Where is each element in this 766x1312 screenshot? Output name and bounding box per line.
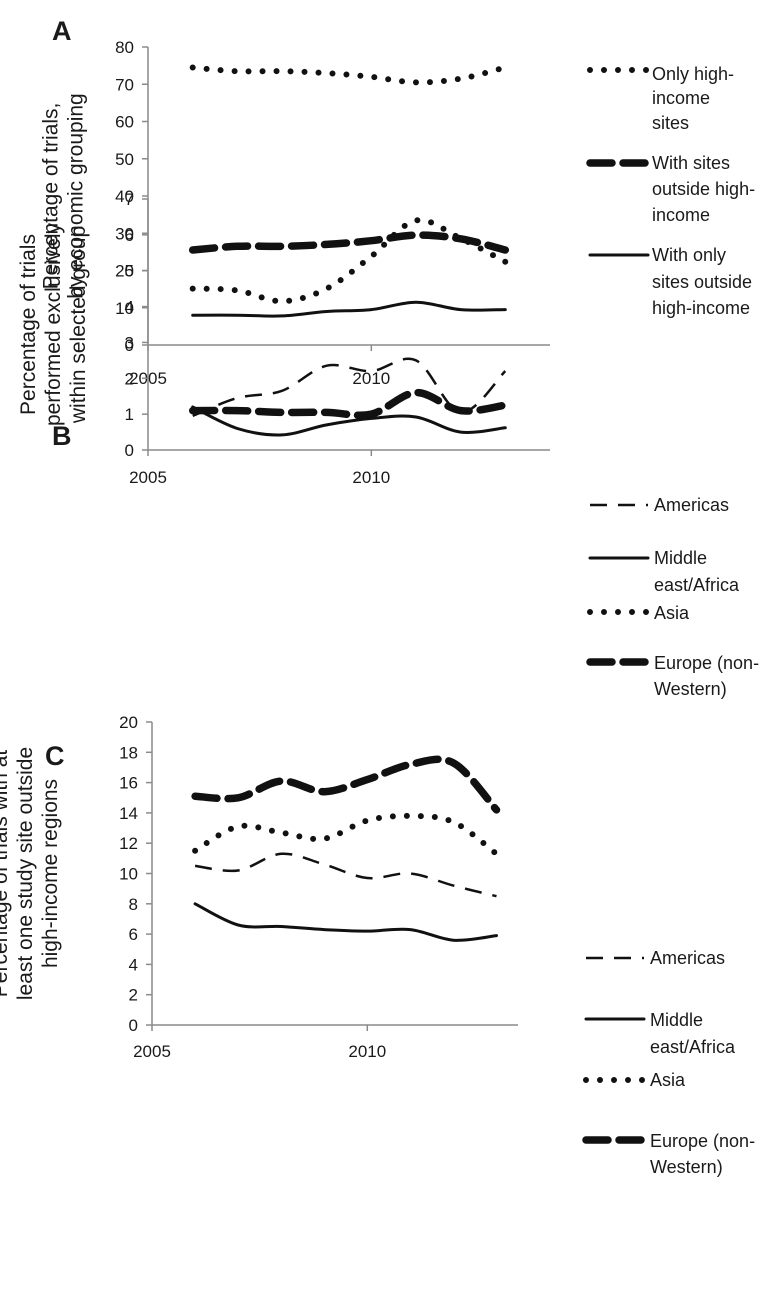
- y-tick-label: 0: [129, 1016, 138, 1035]
- y-tick-label: 16: [119, 774, 138, 793]
- x-tick-label: 2010: [348, 1042, 386, 1061]
- panel-letter: B: [52, 421, 72, 451]
- y-tick-label: 10: [119, 865, 138, 884]
- series-line-dashed-heavy: [188, 388, 510, 420]
- legend-label: income: [652, 88, 710, 108]
- y-tick-label: 6: [129, 925, 138, 944]
- legend-label: Only high-: [652, 64, 734, 84]
- panel-letter: A: [52, 16, 72, 46]
- legend-label: outside high-: [652, 179, 755, 199]
- panel-letter: C: [45, 741, 65, 771]
- y-tick-label: 70: [115, 75, 134, 94]
- x-tick-label: 2005: [129, 468, 167, 487]
- y-tick-label: 6: [125, 226, 134, 245]
- series-line-solid: [191, 300, 507, 318]
- legend-label: income: [652, 205, 710, 225]
- legend-label: Americas: [654, 495, 729, 515]
- series-line-solid: [191, 405, 507, 437]
- y-axis-label-line: least one study site outside: [14, 747, 37, 1000]
- y-tick-label: 3: [125, 333, 134, 352]
- legend-label: With sites: [652, 153, 730, 173]
- x-tick-label: 2005: [133, 1042, 171, 1061]
- legend-label: Americas: [650, 948, 725, 968]
- y-axis-label-line: performed exclusively: [42, 222, 65, 426]
- series-line-dotted: [189, 64, 509, 86]
- legend-label: east/Africa: [654, 575, 740, 595]
- series-line-dashed-heavy: [191, 755, 501, 814]
- y-axis-label-line: Percentage of trials,: [40, 103, 63, 290]
- series-line-dashed: [194, 852, 497, 898]
- legend-label: Asia: [654, 603, 690, 623]
- legend-label: sites: [652, 113, 689, 133]
- series-line-solid: [193, 902, 498, 942]
- y-tick-label: 20: [119, 713, 138, 732]
- legend-label: Western): [654, 679, 727, 699]
- y-tick-label: 8: [129, 895, 138, 914]
- y-tick-label: 2: [129, 986, 138, 1005]
- y-tick-label: 2: [125, 369, 134, 388]
- y-tick-label: 4: [129, 955, 138, 974]
- x-tick-label: 2010: [352, 468, 390, 487]
- series-line-dotted: [192, 812, 500, 857]
- y-tick-label: 0: [125, 336, 134, 355]
- y-axis-label: Percentage of trials with atleast one st…: [0, 747, 62, 1000]
- series-line-dotted: [189, 217, 509, 305]
- y-axis-label-line: by economic grouping: [65, 93, 88, 298]
- y-axis-label: Percentage of trials,by economic groupin…: [40, 93, 88, 298]
- y-tick-label: 7: [125, 190, 134, 209]
- y-tick-label: 12: [119, 834, 138, 853]
- y-tick-label: 60: [115, 113, 134, 132]
- y-tick-label: 4: [125, 298, 134, 317]
- y-tick-label: 0: [125, 441, 134, 460]
- y-tick-label: 50: [115, 150, 134, 169]
- y-axis-label-line: within selected group: [67, 226, 90, 424]
- y-tick-label: 14: [119, 804, 138, 823]
- y-tick-label: 80: [115, 38, 134, 57]
- legend-label: Europe (non-: [654, 653, 759, 673]
- y-tick-label: 20: [115, 262, 134, 281]
- y-tick-label: 40: [115, 187, 134, 206]
- y-tick-label: 10: [115, 299, 134, 318]
- y-axis-label-line: Percentage of trials: [17, 234, 40, 415]
- legend-label: Middle: [650, 1010, 703, 1030]
- chart-panel-c: C 0 2 4 6 8 10 12 14 16 18 20 2005 2010 Percentage of …: [0, 713, 755, 1177]
- legend-label: sites outside: [652, 272, 752, 292]
- y-axis-label-line: Percentage of trials with at: [0, 750, 12, 998]
- legend-label: With only: [652, 245, 726, 265]
- legend-label: Western): [650, 1157, 723, 1177]
- y-axis-label: Percentage of trialsperformed exclusivel…: [17, 222, 90, 426]
- legend-label: high-income: [652, 298, 750, 318]
- y-tick-label: 30: [115, 224, 134, 243]
- legend-label: Middle: [654, 548, 707, 568]
- y-tick-label: 5: [125, 262, 134, 281]
- legend-label: Asia: [650, 1070, 686, 1090]
- y-axis-label-line: high-income regions: [39, 779, 62, 968]
- x-tick-label: 2010: [352, 369, 390, 388]
- legend-label: Europe (non-: [650, 1131, 755, 1151]
- chart-panel-a: A0102030405060708020052010Percentage of …: [40, 16, 756, 388]
- series-line-dashed: [192, 357, 507, 418]
- y-tick-label: 1: [125, 405, 134, 424]
- legend-label: east/Africa: [650, 1037, 736, 1057]
- y-tick-label: 18: [119, 743, 138, 762]
